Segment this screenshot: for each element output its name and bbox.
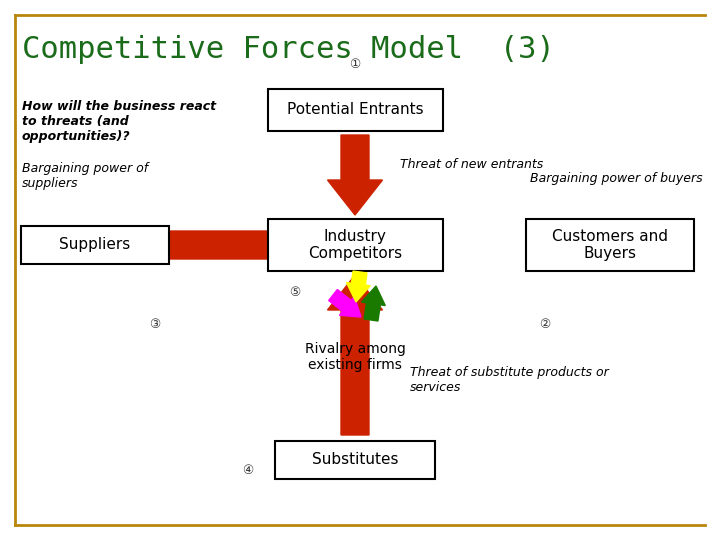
Text: Bargaining power of buyers: Bargaining power of buyers <box>530 172 703 185</box>
Text: Competitive Forces Model  (3): Competitive Forces Model (3) <box>22 35 555 64</box>
Text: ③: ③ <box>149 319 161 332</box>
Text: ⑤: ⑤ <box>289 286 301 299</box>
Text: How will the business react
to threats (and
opportunities)?: How will the business react to threats (… <box>22 100 216 143</box>
FancyArrow shape <box>328 275 382 435</box>
FancyBboxPatch shape <box>526 219 694 271</box>
Text: Potential Entrants: Potential Entrants <box>287 103 423 118</box>
FancyArrow shape <box>540 222 680 267</box>
Text: Substitutes: Substitutes <box>312 453 398 468</box>
Text: Threat of new entrants: Threat of new entrants <box>400 159 544 172</box>
Text: Customers and
Buyers: Customers and Buyers <box>552 229 668 261</box>
Text: Industry
Competitors: Industry Competitors <box>308 229 402 261</box>
FancyArrow shape <box>328 135 382 215</box>
FancyArrow shape <box>170 222 320 267</box>
FancyBboxPatch shape <box>268 89 443 131</box>
FancyArrow shape <box>346 271 370 302</box>
Text: ②: ② <box>539 319 551 332</box>
Text: Bargaining power of
suppliers: Bargaining power of suppliers <box>22 162 148 190</box>
Text: Rivalry among
existing firms: Rivalry among existing firms <box>305 342 405 372</box>
FancyBboxPatch shape <box>275 441 435 479</box>
Text: Threat of substitute products or
services: Threat of substitute products or service… <box>410 366 608 394</box>
FancyArrow shape <box>328 289 361 317</box>
FancyArrow shape <box>361 286 385 321</box>
Text: ①: ① <box>349 58 361 71</box>
FancyBboxPatch shape <box>268 219 443 271</box>
Text: ④: ④ <box>243 463 253 476</box>
Text: Suppliers: Suppliers <box>59 238 130 253</box>
FancyBboxPatch shape <box>21 226 169 264</box>
